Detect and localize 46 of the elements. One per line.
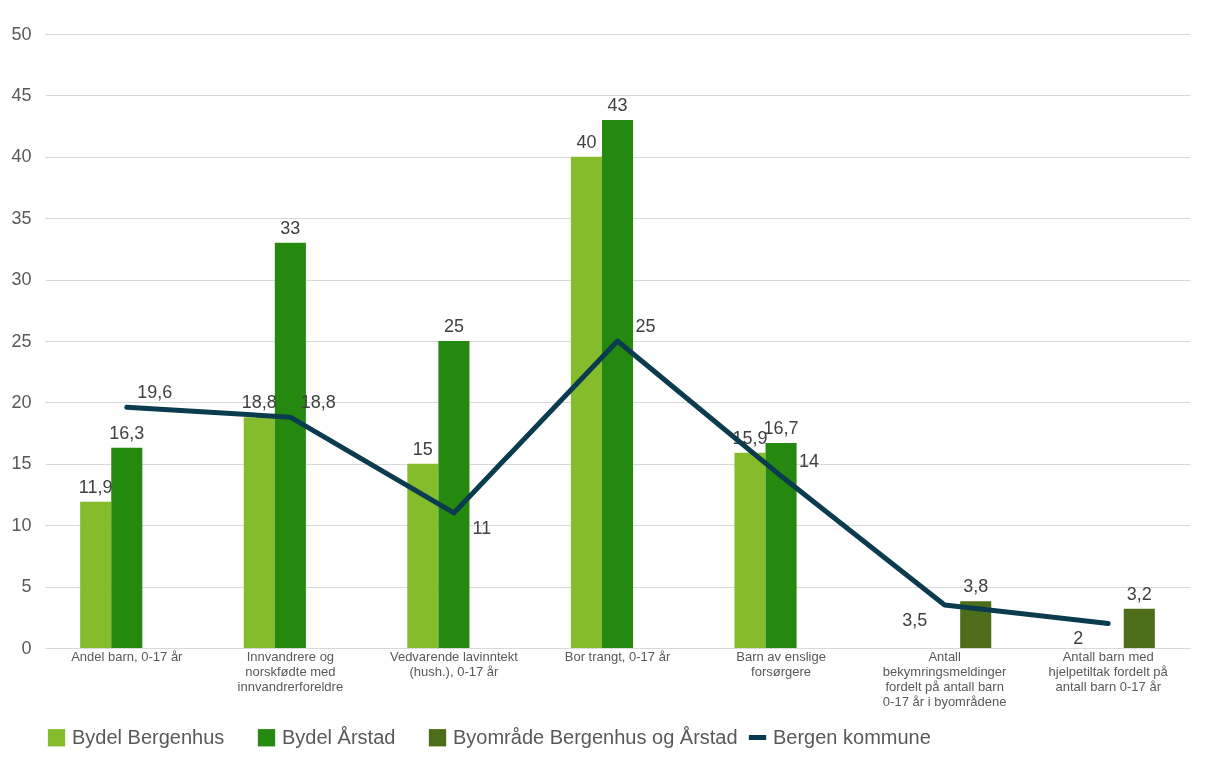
y-tick-label: 10 [11,514,32,535]
data-label: 3,2 [1126,583,1152,604]
bar [765,442,797,648]
data-label: 15 [412,438,433,459]
y-tick-label: 30 [11,269,32,290]
y-tick-label: 15 [11,453,32,474]
legend-label: Bergen kommune [773,725,931,748]
bar [407,463,439,648]
x-tick-label: Barn av enslige forsørgere [736,648,826,679]
data-label: 16,3 [109,422,145,443]
data-label: 25 [443,316,464,336]
data-label: 40 [576,131,597,152]
data-label: 19,6 [137,382,173,403]
x-tick-label: Antall bekymringsmeldinger fordelt på antall barn 0-17 år i byområdene [882,648,1008,709]
legend-label: Bydel Årstad [282,725,396,748]
x-tick-label: Antall barn med hjelpetiltak fordelt på antall barn 0-17 år [1048,648,1169,694]
y-tick-label: 40 [11,146,32,167]
x-tick-label: Vedvarende lavinntekt (hush.), 0-17 år [389,648,519,679]
x-tick-label: Bor trangt, 0-17 år [564,648,671,664]
bar [1123,608,1155,648]
y-tick-label: 25 [11,330,32,351]
data-label: 33 [280,217,301,238]
y-tick-label: 35 [11,207,32,228]
x-tick-label: Andel barn, 0-17 år [71,648,184,664]
y-tick-label: 0 [21,637,32,658]
bar [243,417,275,648]
data-label: 2 [1073,628,1084,649]
data-label: 3,8 [963,576,989,597]
data-label: 25 [635,316,656,336]
bar [570,156,602,648]
x-tick-label: Innvandrere og norskfødte med innvandrerforeldre [237,648,344,694]
data-label: 14 [799,451,820,472]
legend-label: Bydel Bergenhus [72,725,225,748]
bar [734,452,766,648]
bar [111,447,143,648]
legend-label: Byområde Bergenhus og Årstad [453,725,738,748]
y-tick-label: 5 [21,576,32,597]
data-label: 3,5 [902,610,928,631]
y-tick-label: 20 [11,391,32,412]
data-label: 43 [607,94,628,115]
bar [438,341,470,648]
bar [601,119,634,648]
y-tick-label: 50 [11,23,32,44]
data-label: 11 [472,517,492,538]
y-tick-label: 45 [11,84,32,105]
bar [80,501,112,648]
